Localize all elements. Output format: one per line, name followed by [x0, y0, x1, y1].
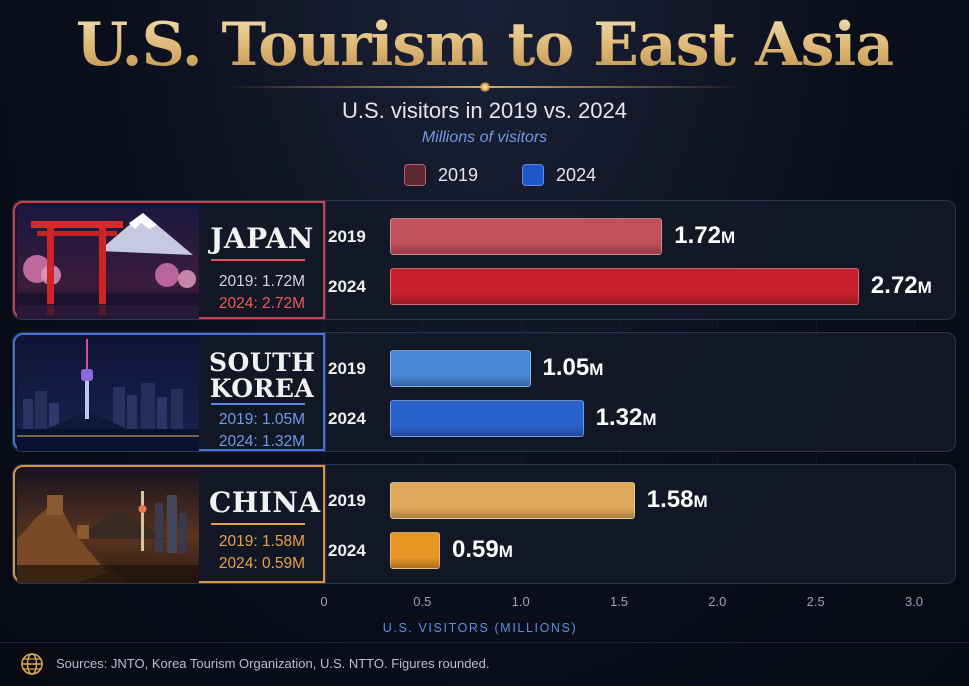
panel-divider [325, 465, 326, 583]
value-label-south-korea-2019: 1.05M [542, 354, 604, 381]
south-korea-scene-image [17, 337, 199, 451]
row-year-label-china-2019: 2019 [328, 491, 366, 510]
row-year-label-south-korea-2024: 2024 [328, 409, 366, 428]
row-year-label-japan-2024: 2024 [328, 277, 366, 296]
row-year-label-japan-2019: 2019 [328, 227, 366, 246]
country-card-south-korea: SOUTH KOREA 2019: 1.05M 2024: 1.32M [13, 333, 325, 451]
bar-china-2019 [390, 482, 635, 519]
source-note: Sources: JNTO, Korea Tourism Organizatio… [56, 656, 490, 671]
china-scene-image [17, 469, 199, 583]
name-rule-china [211, 523, 305, 525]
legend: 2019 2024 [404, 164, 596, 186]
legend-item-2019: 2019 [404, 164, 478, 186]
bar-japan-2024 [390, 268, 859, 305]
value-label-china-2024: 0.59M [452, 536, 513, 563]
japan-scene-image [17, 205, 199, 319]
country-name-japan: JAPAN [210, 222, 314, 255]
row-year-label-south-korea-2019: 2019 [328, 359, 366, 378]
value-label-china-2019: 1.58M [646, 486, 708, 513]
chart-title: U.S. Tourism to East Asia [0, 8, 969, 82]
panel-divider [325, 333, 326, 451]
value-label-japan-2024: 2.72M [870, 272, 932, 299]
x-tick-label: 2.0 [708, 594, 727, 609]
country-card-china: CHINA 2019: 1.58M 2024: 0.59M [13, 465, 325, 583]
chart-subtitle: U.S. visitors in 2019 vs. 2024 [342, 98, 627, 123]
legend-label-2019: 2019 [438, 164, 479, 185]
legend-swatch-2019 [404, 164, 426, 186]
bar-south-korea-2019 [390, 350, 531, 387]
country-card-japan: JAPAN 2019: 1.72M 2024: 2.72M [13, 201, 325, 319]
legend-label-2024: 2024 [556, 164, 597, 185]
x-tick-label: 3.0 [904, 594, 924, 609]
stat-2024-japan: 2024: 2.72M [218, 295, 306, 312]
x-tick-label: 1.5 [609, 594, 629, 609]
bar-south-korea-2024 [390, 400, 584, 437]
unit-note: Millions of visitors [421, 129, 548, 146]
title-sparkle [479, 82, 491, 92]
stat-2019-south-korea: 2019: 1.05M [218, 411, 306, 428]
stat-2024-south-korea: 2024: 1.32M [218, 433, 306, 450]
value-label-south-korea-2024: 1.32M [595, 404, 657, 431]
country-name-south-korea-line1: SOUTH [209, 348, 316, 377]
globe-icon [21, 653, 43, 675]
bar-china-2024 [390, 532, 441, 569]
name-rule-japan [211, 259, 305, 261]
bar-japan-2019 [390, 218, 663, 255]
x-tick-label: 2.5 [806, 594, 825, 609]
row-year-label-china-2024: 2024 [328, 541, 366, 560]
legend-item-2024: 2024 [522, 164, 596, 186]
x-axis-label: U.S. VISITORS (MILLIONS) [382, 621, 578, 635]
country-name-china: CHINA [209, 486, 321, 519]
stat-2019-japan: 2019: 1.72M [218, 273, 306, 290]
x-tick-label: 0.5 [413, 594, 432, 609]
x-tick-label: 0 [320, 594, 328, 609]
footer-divider [0, 642, 969, 643]
stat-2024-china: 2024: 0.59M [218, 555, 306, 572]
name-rule-south-korea [211, 403, 305, 405]
panel-divider [325, 201, 326, 319]
value-label-japan-2019: 1.72M [674, 222, 736, 249]
legend-swatch-2024 [522, 164, 545, 186]
x-tick-label: 1.0 [511, 594, 530, 609]
country-name-south-korea-line2: KOREA [209, 374, 315, 403]
stat-2019-china: 2019: 1.58M [218, 533, 306, 550]
